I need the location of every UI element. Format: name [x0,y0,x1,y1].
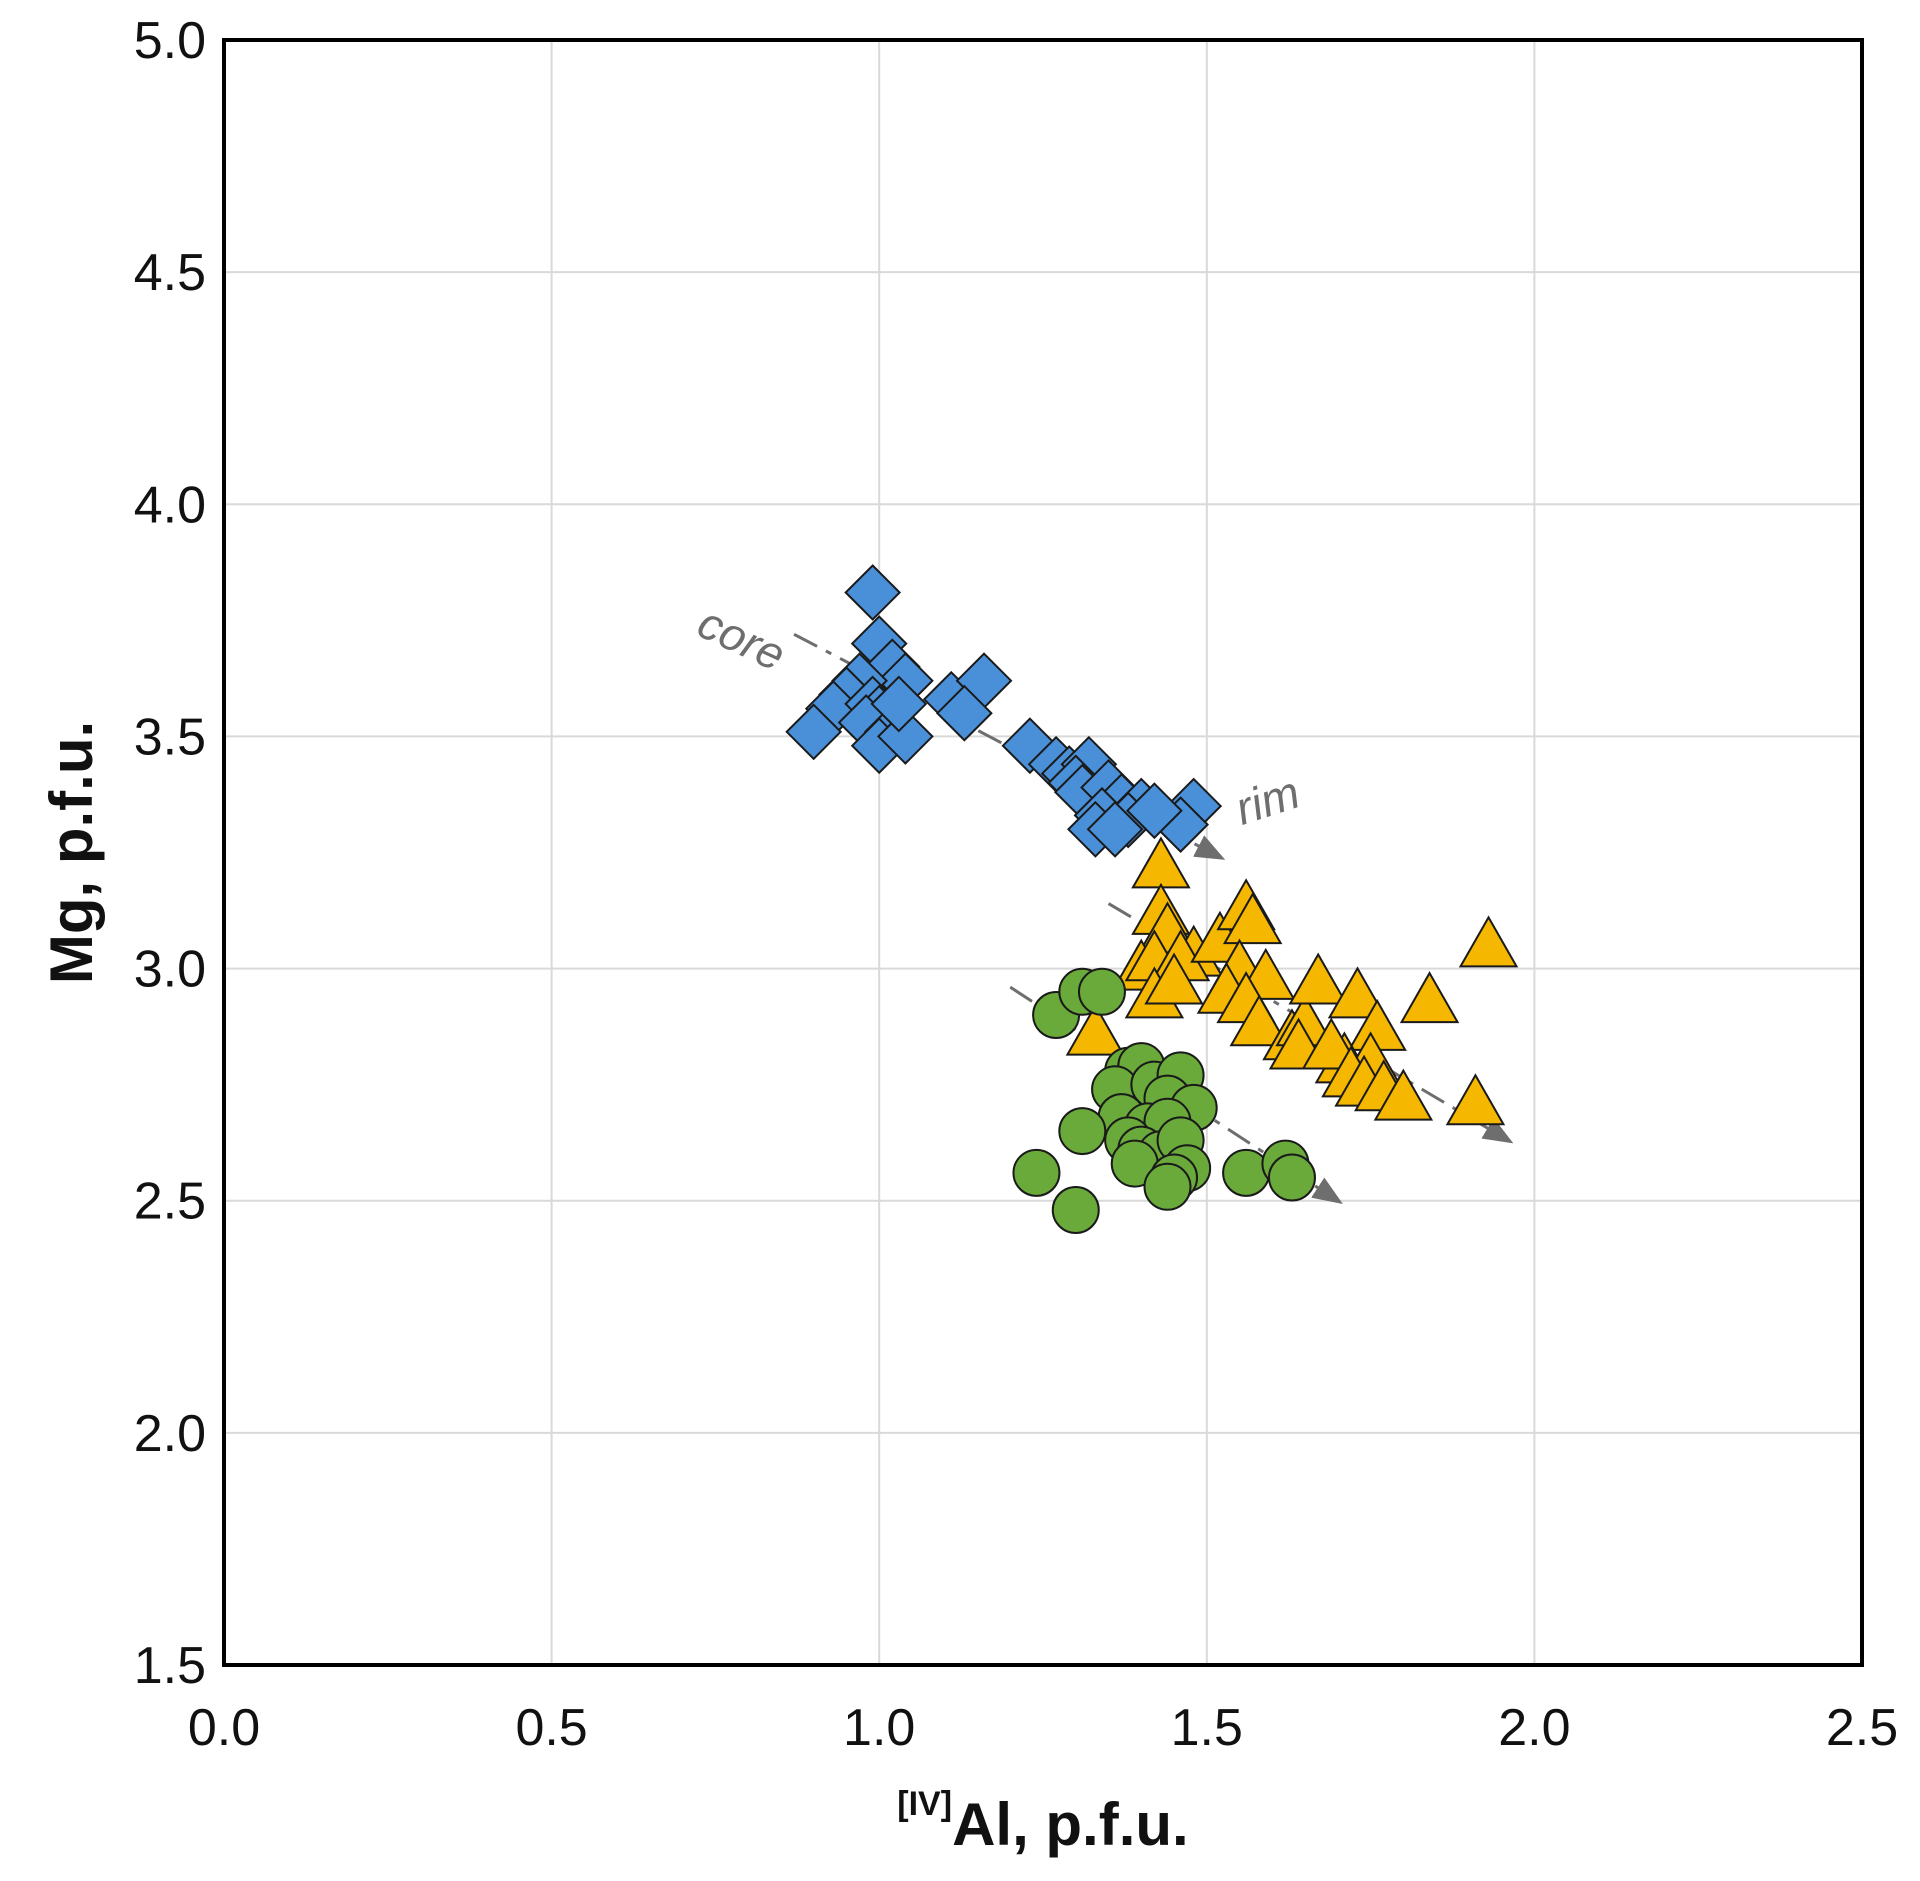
x-axis-title: [IV]Al, p.f.u. [897,1785,1188,1858]
circle-point [1267,1153,1316,1202]
y-tick-label: 1.5 [134,1637,206,1695]
circle-point [1077,967,1126,1016]
diamond-point [935,684,993,742]
circle-point [1222,1148,1271,1197]
x-tick-label: 0.0 [188,1699,260,1757]
x-axis-title-superscript: [IV] [897,1785,952,1823]
triangle-point [1288,952,1348,1005]
y-tick-label: 5.0 [134,12,206,70]
circle-point [1143,1162,1192,1211]
y-tick-label: 4.5 [134,244,206,302]
y-axis-title: Mg, p.f.u. [38,721,105,984]
y-tick-label: 4.0 [134,476,206,534]
y-tick-label: 3.5 [134,708,206,766]
diamond-point [844,564,902,621]
triangle-point [1327,966,1388,1019]
x-tick-label: 1.5 [1171,1699,1243,1757]
triangle-point [1144,952,1204,1005]
diamond-point [870,675,928,733]
x-tick-label: 2.5 [1826,1699,1898,1757]
y-tick-label: 2.0 [134,1405,206,1463]
y-tick-label: 3.0 [134,941,206,999]
circle-point [1058,1107,1107,1156]
x-axis-title-main: Al, p.f.u. [952,1791,1189,1858]
x-tick-label: 1.0 [843,1699,915,1757]
triangle-point [1445,1073,1506,1126]
diamond-point [1086,800,1144,858]
diamond-point [785,703,843,761]
annotation-label: rim [1229,766,1306,835]
triangle-point [1229,994,1289,1047]
data-points [785,564,1519,1234]
triangle-point [1399,971,1460,1024]
x-tick-label: 0.5 [515,1699,587,1757]
y-tick-label: 2.5 [134,1173,206,1231]
circle-point [1051,1186,1100,1234]
diamond-point [1125,782,1183,840]
triangle-point [1373,1068,1434,1121]
circle-point [1012,1148,1061,1197]
x-tick-label: 2.0 [1498,1699,1570,1757]
triangle-point [1222,892,1283,945]
grid [223,39,1863,1666]
triangle-point [1458,915,1519,968]
tick-labels: 0.0 0.5 1.0 1.5 2.0 2.5 1.5 2.0 2.5 3.0 3.5 4.0 4.5 5… [134,12,1898,1757]
triangle-point [1065,1003,1126,1056]
plot-frame [222,38,1864,1667]
annotation-label: core [690,596,793,681]
